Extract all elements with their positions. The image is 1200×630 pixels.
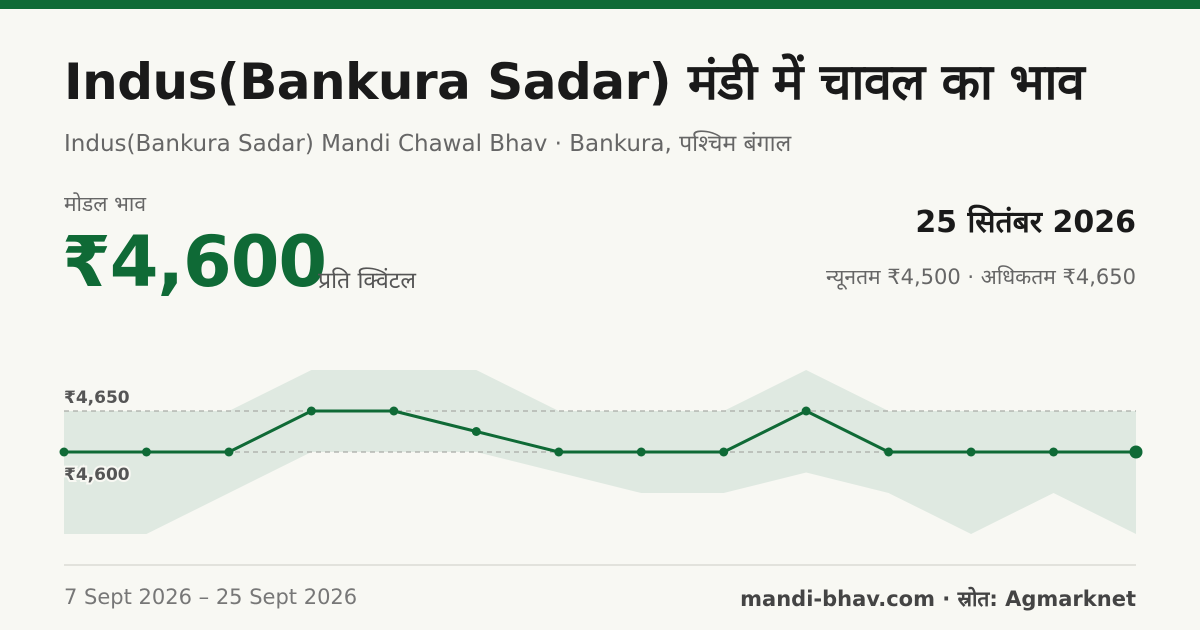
modal-price-line bbox=[64, 409, 1136, 454]
modal-price-value: ₹4,600 bbox=[62, 221, 327, 303]
price-point bbox=[224, 447, 234, 457]
price-point bbox=[636, 447, 646, 457]
price-point bbox=[719, 447, 729, 457]
latest-price-point bbox=[1129, 445, 1143, 459]
modal-price-label: मोडल भाव bbox=[64, 192, 147, 216]
price-point bbox=[966, 447, 976, 457]
footer-divider bbox=[64, 564, 1136, 566]
page-title: Indus(Bankura Sadar) मंडी में चावल का भा… bbox=[64, 53, 1085, 111]
price-unit: प्रति क्विंटल bbox=[318, 268, 416, 294]
price-point bbox=[141, 447, 151, 457]
price-range: न्यूनतम ₹4,500 · अधिकतम ₹4,650 bbox=[826, 265, 1136, 289]
price-point bbox=[59, 447, 69, 457]
price-point bbox=[306, 406, 316, 416]
reference-line-label: ₹4,650 bbox=[64, 388, 130, 408]
price-date: 25 सितंबर 2026 bbox=[915, 205, 1136, 240]
price-point bbox=[554, 447, 564, 457]
reference-line-label: ₹4,600 bbox=[64, 465, 130, 485]
top-accent-bar bbox=[0, 0, 1200, 9]
price-trend-chart: ₹4,650 ₹4,600 bbox=[59, 370, 1143, 534]
date-period: 7 Sept 2026 – 25 Sept 2026 bbox=[64, 585, 358, 609]
price-point bbox=[801, 406, 811, 416]
source-credit: mandi-bhav.com · स्रोत: Agmarknet bbox=[740, 587, 1136, 611]
price-point bbox=[884, 447, 894, 457]
page-subtitle: Indus(Bankura Sadar) Mandi Chawal Bhav ·… bbox=[64, 131, 792, 157]
price-point bbox=[1049, 447, 1059, 457]
price-point bbox=[389, 406, 399, 416]
price-point bbox=[471, 427, 481, 436]
